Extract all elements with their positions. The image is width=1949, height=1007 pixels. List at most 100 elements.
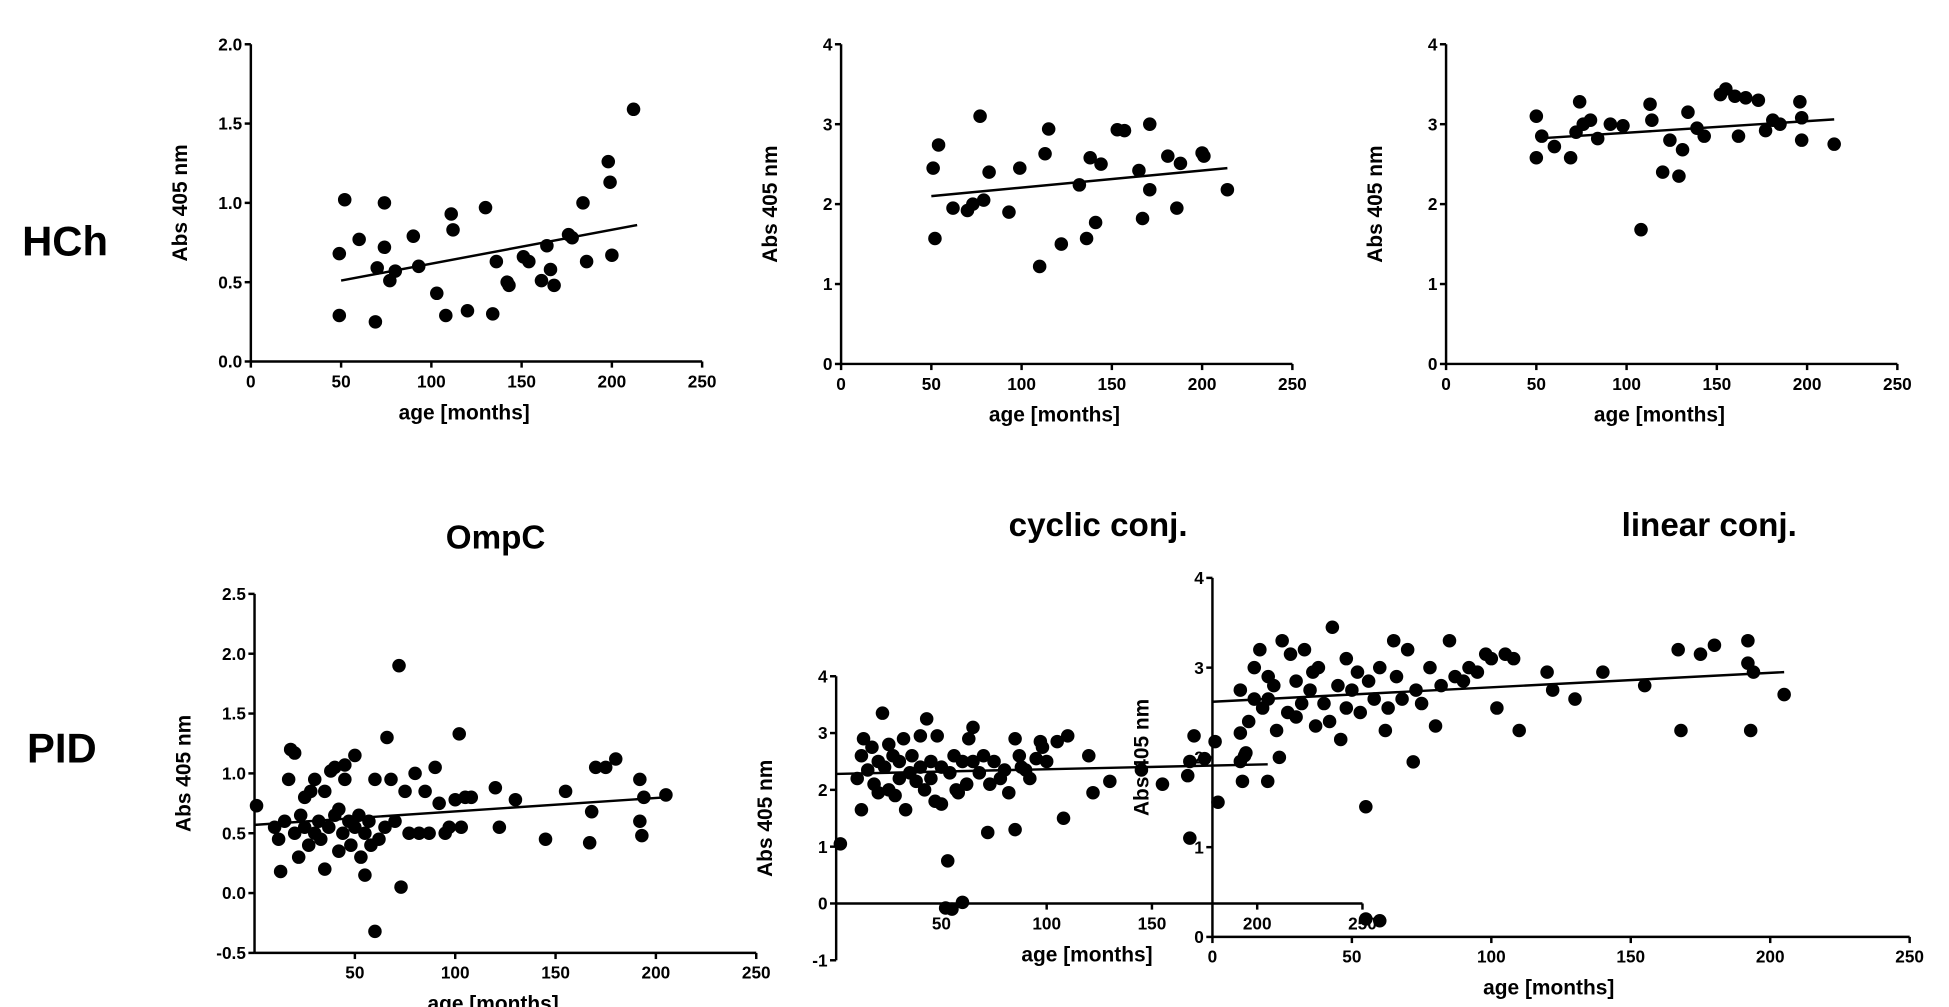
data-point [1746, 665, 1761, 679]
data-point [1529, 150, 1544, 165]
data-point [1353, 705, 1368, 720]
data-point [603, 175, 617, 190]
data-point [287, 746, 302, 760]
data-point [281, 772, 296, 787]
data-point [1283, 647, 1298, 661]
scatter-plot-3: 0 1 2 3 4 0 50 100 150 200 250 age [months] Abs 405 … [1364, 34, 1912, 426]
data-point [1239, 746, 1253, 760]
regression-line [1536, 118, 1835, 140]
data-point [1616, 119, 1630, 133]
data-point [1331, 678, 1345, 693]
data-point [1008, 822, 1022, 837]
data-point [1681, 105, 1695, 119]
data-point [1088, 215, 1103, 230]
data-point [488, 780, 503, 795]
data-point [538, 832, 553, 846]
data-point [348, 820, 362, 835]
scatter-plot-1: 0.0 0.5 1.0 1.5 2.0 0 50 100 150 200 250 age [month… [169, 34, 717, 424]
x-tick-label: 200 [642, 963, 671, 983]
data-point [444, 207, 458, 221]
data-point [1013, 161, 1027, 175]
data-point [1490, 701, 1504, 715]
data-point [1083, 150, 1097, 165]
data-point [464, 790, 479, 805]
data-point [1269, 723, 1284, 738]
data-point [966, 720, 980, 735]
data-point [1241, 714, 1256, 729]
data-point [1596, 665, 1610, 679]
data-point [919, 712, 934, 726]
data-point [1197, 149, 1211, 163]
data-point [1671, 642, 1685, 657]
data-point [1777, 687, 1791, 702]
data-point [1054, 237, 1069, 251]
data-point [865, 740, 879, 755]
data-point [1023, 771, 1037, 786]
data-point [917, 783, 932, 797]
data-point [1056, 811, 1071, 826]
data-point [1079, 231, 1094, 246]
x-tick-label: 250 [1895, 947, 1924, 967]
y-axis-label: Abs 405 nm [173, 715, 196, 832]
data-point [301, 838, 316, 852]
data-point [1655, 165, 1670, 179]
data-point [492, 820, 507, 835]
y-tick-label: 3 [818, 723, 828, 743]
data-point [1289, 674, 1303, 688]
data-point [485, 307, 500, 321]
data-point [332, 844, 346, 858]
data-point [1325, 620, 1340, 635]
data-point [1155, 777, 1170, 791]
data-point [854, 749, 869, 763]
data-point [913, 760, 928, 774]
data-point [955, 895, 970, 910]
data-point [973, 109, 987, 123]
data-point [547, 278, 561, 293]
x-tick-label: 100 [1032, 913, 1061, 933]
data-point [1132, 163, 1146, 178]
data-point [348, 748, 362, 763]
data-point [1359, 912, 1373, 926]
y-tick-label: -0.5 [216, 943, 246, 963]
scatter-plot-6: 0 1 2 3 4 0 50 100 150 200 250 age [months] Abs 405 … [1130, 568, 1924, 1000]
data-point [1731, 129, 1746, 143]
data-point [1233, 683, 1248, 697]
x-tick-label: 50 [932, 913, 951, 933]
data-point [1674, 723, 1688, 738]
data-point [1583, 113, 1598, 127]
data-point [354, 850, 368, 864]
y-tick-label: -1 [812, 950, 828, 970]
data-point [1208, 734, 1222, 749]
data-point [1339, 651, 1354, 666]
regression-line [836, 763, 1268, 776]
data-point [460, 303, 475, 318]
data-point [605, 248, 619, 262]
data-point [854, 802, 869, 817]
data-point [1008, 731, 1022, 746]
regression-line [931, 166, 1228, 198]
data-point [598, 760, 613, 775]
y-axis-label: Abs 405 nm [1364, 145, 1387, 262]
regression-line [1212, 670, 1785, 703]
data-point [898, 802, 913, 817]
data-point [1743, 723, 1758, 738]
x-axis-label: age [months] [989, 404, 1120, 427]
data-point [1442, 633, 1457, 648]
data-point [287, 826, 302, 840]
data-point [1506, 651, 1521, 666]
data-point [955, 754, 970, 769]
data-point [1534, 129, 1549, 143]
data-point [1741, 633, 1755, 648]
y-tick-label: 2.0 [218, 34, 242, 54]
data-point [1267, 678, 1281, 693]
x-tick-label: 150 [507, 371, 536, 391]
data-point [1173, 156, 1188, 171]
data-point [402, 826, 416, 840]
data-point [1359, 800, 1373, 814]
data-point [930, 729, 944, 743]
column-title-ompc: OmpC [446, 519, 546, 556]
data-point [1697, 129, 1711, 143]
data-point [368, 924, 382, 939]
data-point [1041, 122, 1056, 136]
y-tick-label: 0 [823, 354, 833, 374]
